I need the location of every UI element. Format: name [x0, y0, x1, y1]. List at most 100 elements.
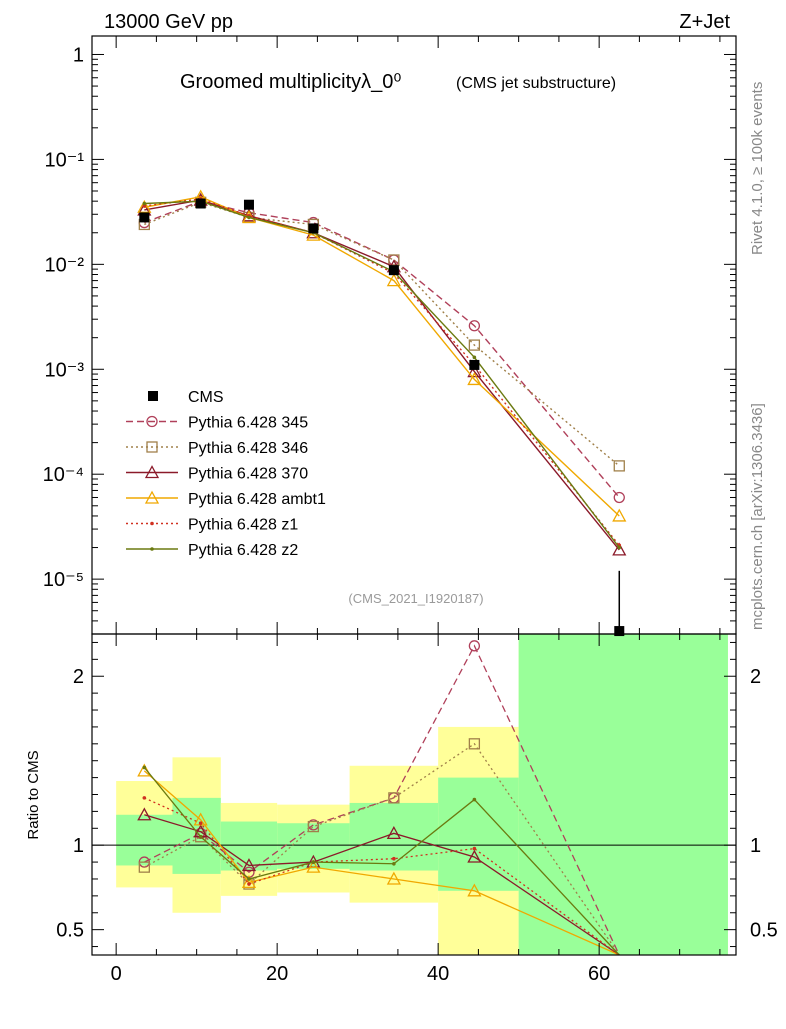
data-point: [308, 223, 319, 234]
legend-label: Pythia 6.428 ambt1: [188, 491, 326, 508]
y-tick-label: 10⁻⁵: [43, 569, 84, 591]
ratio-line: [144, 644, 620, 956]
y-tick-label: 10⁻³: [45, 359, 85, 381]
ratio-point: [467, 883, 482, 897]
ratio-y-tick-label-right: 0.5: [750, 920, 778, 942]
data-point: [469, 359, 480, 370]
legend-item: Pythia 6.428 370: [126, 465, 308, 483]
series-point: [612, 508, 627, 522]
ratio-point: [142, 765, 147, 770]
ratio-point: [138, 861, 150, 873]
plot-subtitle: (CMS jet substructure): [456, 75, 616, 92]
legend-item-cms: CMS: [148, 389, 224, 406]
series-point: [468, 320, 481, 332]
y-tick-label: 10⁻⁴: [43, 464, 84, 486]
legend-item: Pythia 6.428 346: [126, 440, 308, 457]
series-point: [137, 199, 152, 213]
ratio-point: [472, 846, 477, 851]
legend-item: Pythia 6.428 345: [126, 415, 308, 432]
series-point: [142, 204, 147, 208]
ratio-point: [468, 738, 481, 750]
main-series-group: [137, 189, 627, 637]
legend-item: Pythia 6.428 z1: [126, 517, 298, 534]
ratio-line: [144, 742, 620, 956]
ratio-point: [306, 859, 321, 873]
ratio-line: [143, 770, 620, 956]
legend-marker: [146, 441, 158, 453]
series-point: [472, 355, 477, 360]
legend-marker: [148, 391, 158, 401]
series-point: [617, 545, 622, 550]
mcplots-label: mcplots.cern.ch [arXiv:1306.3436]: [749, 403, 766, 630]
ratio-series-z1: [142, 796, 620, 956]
legend-marker: [146, 415, 158, 428]
legend-item: Pythia 6.428 ambt1: [126, 490, 326, 508]
ratio-y-tick-label: 1: [73, 835, 84, 857]
ratio-point: [137, 807, 152, 821]
series-point: [386, 273, 401, 287]
legend-marker: [150, 547, 154, 551]
ratio-point: [142, 796, 147, 800]
ratio-point: [241, 858, 257, 872]
ratio-y-axis-label: Ratio to CMS: [25, 750, 42, 839]
x-tick-label: 20: [266, 963, 288, 985]
legend: CMS Pythia 6.428 345 Pythia 6.428 346 Pythi…: [126, 389, 326, 559]
ratio-series-group: [137, 640, 620, 956]
ratio-y-tick-label: 2: [73, 666, 84, 688]
ratio-point: [307, 820, 320, 833]
ratio-point: [241, 874, 257, 889]
legend-marker: [150, 521, 154, 526]
ratio-point: [386, 826, 401, 840]
green-band-bin: [116, 814, 173, 866]
legend-label: Pythia 6.428 345: [188, 415, 308, 432]
legend-label: Pythia 6.428 370: [188, 466, 308, 483]
ratio-point: [247, 882, 251, 886]
ratio-point: [472, 797, 477, 802]
legend-item: Pythia 6.428 z2: [126, 542, 298, 559]
ratio-y-tick-label: 0.5: [56, 920, 84, 942]
series-point: [247, 215, 251, 220]
process-label: Z+Jet: [679, 11, 730, 33]
y-tick-label: 10⁻¹: [45, 149, 85, 171]
y-tick-label: 10⁻²: [45, 254, 85, 276]
ratio-point: [392, 861, 396, 866]
ratio-uncertainty-bands: [92, 634, 736, 955]
green-band-bin: [438, 777, 519, 891]
x-tick-label: 40: [427, 963, 449, 985]
ratio-y-tick-label-right: 1: [750, 835, 761, 857]
axes-group: 1 10⁻¹ 10⁻² 10⁻³ 10⁻⁴ 10⁻⁵ 2 2 1 1 0.5 0.5 0 20 40 60: [43, 35, 778, 985]
ratio-point: [392, 856, 396, 861]
analysis-tag: (CMS_2021_I1920187): [348, 591, 483, 606]
ratio-point: [198, 821, 203, 826]
ratio-point: [467, 849, 482, 863]
ratio-series-z2: [142, 765, 620, 956]
green-band-bin: [518, 634, 728, 955]
data-series-cms: [139, 198, 625, 637]
ratio-point: [198, 834, 203, 839]
ratio-series-ambt1: [137, 763, 620, 956]
ratio-point: [247, 877, 251, 881]
legend-marker: [144, 490, 160, 504]
series-point: [467, 364, 482, 378]
legend-label: CMS: [188, 389, 224, 406]
series-point: [241, 208, 257, 222]
rivet-version-label: Rivet 4.1.0, ≥ 100k events: [749, 82, 766, 255]
series-point: [612, 542, 627, 556]
y-tick-label: 1: [73, 44, 84, 66]
series-point: [467, 372, 482, 386]
legend-label: Pythia 6.428 z2: [188, 542, 298, 559]
plot-title: Groomed multiplicityλ_0⁰: [180, 71, 401, 93]
legend-label: Pythia 6.428 346: [188, 440, 308, 457]
series-point: [613, 460, 625, 472]
series-point: [142, 201, 147, 206]
ratio-point: [311, 860, 316, 864]
x-tick-label: 0: [111, 963, 122, 985]
data-point: [139, 212, 150, 223]
data-point: [388, 265, 399, 276]
ratio-point: [386, 871, 401, 885]
series-line: [144, 196, 620, 517]
data-point: [243, 199, 254, 210]
x-tick-label: 60: [588, 963, 610, 985]
legend-marker: [144, 465, 160, 479]
